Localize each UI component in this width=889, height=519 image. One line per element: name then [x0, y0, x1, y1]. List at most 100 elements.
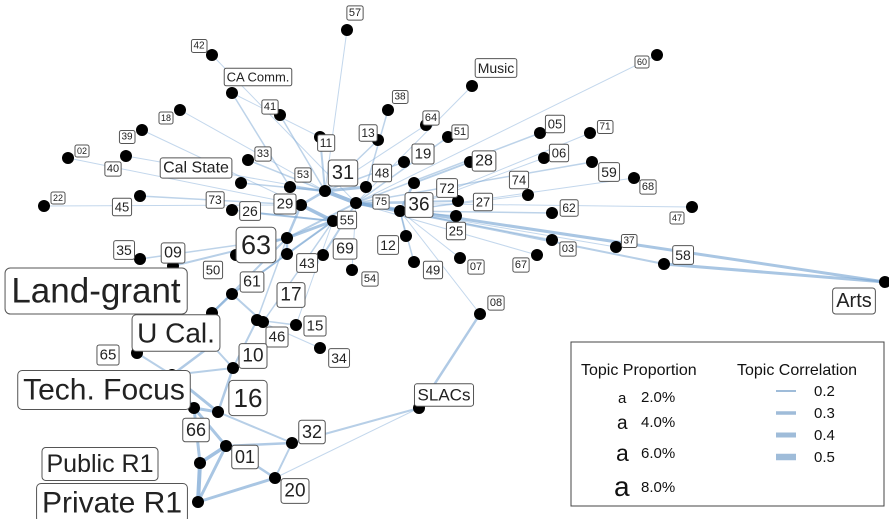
node-label-60[interactable]: 60	[634, 55, 650, 69]
node-dot-34[interactable]	[314, 342, 326, 354]
node-dot-29[interactable]	[295, 199, 307, 211]
node-dot-57[interactable]	[341, 24, 353, 36]
node-label-music[interactable]: Music	[474, 58, 518, 78]
node-label-16[interactable]: 16	[228, 379, 268, 417]
node-label-02[interactable]: 02	[74, 144, 90, 158]
node-dot-05[interactable]	[534, 127, 546, 139]
node-label-66[interactable]: 66	[182, 417, 210, 443]
node-label-27[interactable]: 27	[472, 192, 494, 212]
node-label-51[interactable]: 51	[451, 124, 469, 140]
node-label-57[interactable]: 57	[346, 5, 364, 21]
node-dot-19[interactable]	[398, 156, 410, 168]
node-dot-music[interactable]	[466, 80, 478, 92]
node-dot-74[interactable]	[522, 189, 534, 201]
node-dot-68[interactable]	[628, 172, 640, 184]
node-dot-31[interactable]	[319, 185, 331, 197]
node-dot-67[interactable]	[531, 249, 543, 261]
node-dot-cal-state[interactable]	[235, 177, 247, 189]
node-label-31[interactable]: 31	[327, 159, 359, 187]
node-dot-33[interactable]	[242, 154, 254, 166]
node-dot-45[interactable]	[134, 190, 146, 202]
node-dot-43[interactable]	[281, 248, 293, 260]
node-label-46[interactable]: 46	[265, 326, 289, 348]
node-label-61[interactable]: 61	[239, 271, 265, 293]
node-dot-06[interactable]	[538, 152, 550, 164]
node-dot-71[interactable]	[584, 127, 596, 139]
node-label-37[interactable]: 37	[620, 234, 638, 248]
node-dot-private-r1[interactable]	[192, 496, 204, 508]
node-label-12[interactable]: 12	[377, 235, 400, 255]
node-dot-08[interactable]	[474, 308, 486, 320]
node-dot-01[interactable]	[220, 440, 232, 452]
node-label-arts[interactable]: Arts	[832, 287, 876, 315]
node-dot-ca-comm[interactable]	[226, 87, 238, 99]
node-label-41[interactable]: 41	[261, 99, 279, 115]
node-dot-54[interactable]	[346, 264, 358, 276]
node-label-48[interactable]: 48	[371, 163, 393, 183]
node-label-38[interactable]: 38	[391, 90, 409, 104]
node-label-54[interactable]: 54	[361, 271, 379, 287]
node-dot-22[interactable]	[38, 200, 50, 212]
node-label-05[interactable]: 05	[544, 114, 566, 134]
node-label-08[interactable]: 08	[487, 295, 505, 311]
node-dot-47[interactable]	[686, 201, 698, 213]
node-label-63[interactable]: 63	[235, 226, 277, 264]
node-dot-arts[interactable]	[879, 276, 889, 288]
node-dot-15[interactable]	[290, 319, 302, 331]
node-label-18[interactable]: 18	[158, 111, 174, 125]
node-label-10[interactable]: 10	[238, 343, 268, 369]
node-dot-63[interactable]	[281, 232, 293, 244]
node-dot-75[interactable]	[350, 197, 362, 209]
node-dot-42[interactable]	[206, 49, 218, 61]
node-label-42[interactable]: 42	[190, 39, 208, 53]
node-label-49[interactable]: 49	[422, 260, 444, 280]
node-label-cal-state[interactable]: Cal State	[159, 157, 233, 179]
node-label-59[interactable]: 59	[598, 162, 621, 182]
node-dot-02[interactable]	[62, 152, 74, 164]
node-label-75[interactable]: 75	[372, 194, 390, 210]
node-label-72[interactable]: 72	[436, 178, 459, 198]
node-dot-66[interactable]	[188, 402, 200, 414]
node-label-39[interactable]: 39	[118, 130, 136, 144]
node-dot-46[interactable]	[251, 314, 263, 326]
node-dot-37[interactable]	[610, 241, 622, 253]
node-dot-48[interactable]	[360, 181, 372, 193]
node-label-13[interactable]: 13	[358, 124, 378, 142]
node-label-public-r1[interactable]: Public R1	[41, 447, 159, 481]
node-dot-73[interactable]	[226, 204, 238, 216]
node-label-35[interactable]: 35	[113, 240, 136, 260]
node-dot-25[interactable]	[450, 210, 462, 222]
node-dot-32[interactable]	[286, 437, 298, 449]
node-dot-58[interactable]	[658, 258, 670, 270]
node-label-74[interactable]: 74	[508, 170, 530, 190]
node-dot-03[interactable]	[546, 234, 558, 246]
node-dot-59[interactable]	[586, 156, 598, 168]
node-label-25[interactable]: 25	[445, 221, 467, 241]
node-label-19[interactable]: 19	[411, 143, 435, 165]
node-label-67[interactable]: 67	[512, 257, 530, 273]
node-label-private-r1[interactable]: Private R1	[36, 483, 188, 519]
node-dot-72[interactable]	[408, 177, 420, 189]
node-label-33[interactable]: 33	[254, 146, 272, 162]
node-dot-36[interactable]	[394, 205, 406, 217]
node-label-06[interactable]: 06	[548, 143, 570, 163]
node-label-53[interactable]: 53	[294, 167, 312, 183]
node-dot-62[interactable]	[546, 207, 558, 219]
node-dot-20[interactable]	[269, 472, 281, 484]
node-label-tech-focus[interactable]: Tech. Focus	[17, 370, 191, 410]
node-label-09[interactable]: 09	[160, 242, 186, 264]
node-dot-35[interactable]	[134, 253, 146, 265]
node-dot-12[interactable]	[400, 230, 412, 242]
node-label-36[interactable]: 36	[404, 192, 434, 218]
node-label-65[interactable]: 65	[96, 344, 120, 366]
node-label-71[interactable]: 71	[596, 120, 614, 134]
node-dot-27[interactable]	[452, 195, 464, 207]
node-label-land-grant[interactable]: Land-grant	[4, 267, 188, 315]
node-dot-69[interactable]	[317, 249, 329, 261]
node-label-73[interactable]: 73	[205, 191, 225, 209]
node-label-03[interactable]: 03	[559, 241, 577, 257]
node-label-28[interactable]: 28	[471, 150, 497, 172]
node-dot-60[interactable]	[651, 49, 663, 61]
node-dot-38[interactable]	[382, 104, 394, 116]
node-label-32[interactable]: 32	[298, 419, 326, 445]
